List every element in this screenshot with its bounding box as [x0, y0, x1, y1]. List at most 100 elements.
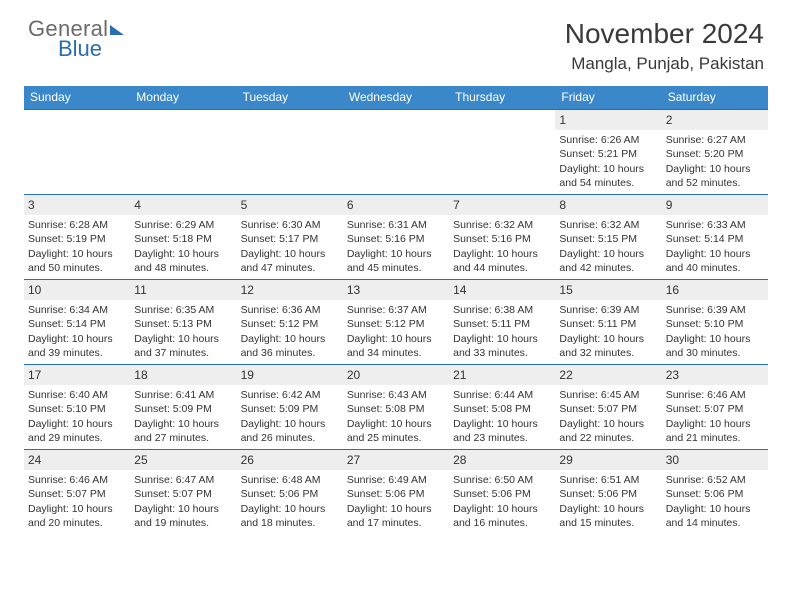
sunrise-label: Sunrise: 6:38 AM — [453, 303, 551, 317]
day-cell: 30 Sunrise: 6:52 AMSunset: 5:06 PMDayligh… — [662, 450, 768, 534]
day-number: 12 — [237, 280, 343, 300]
sunrise-label: Sunrise: 6:39 AM — [666, 303, 764, 317]
sunset-label: Sunset: 5:06 PM — [347, 487, 445, 501]
daylight-line1: Daylight: 10 hours — [559, 417, 657, 431]
week-row: 17Sunrise: 6:40 AMSunset: 5:10 PMDayligh… — [24, 364, 768, 449]
daylight-line2: and 16 minutes. — [453, 516, 551, 530]
day-number: 17 — [24, 365, 130, 385]
sunrise-label: Sunrise: 6:46 AM — [28, 473, 126, 487]
logo-triangle-icon — [110, 25, 124, 35]
daylight-line2: and 33 minutes. — [453, 346, 551, 360]
daylight-line1: Daylight: 10 hours — [453, 502, 551, 516]
day-cell: 24Sunrise: 6:46 AMSunset: 5:07 PMDayligh… — [24, 450, 130, 534]
month-title: November 2024 — [565, 18, 764, 50]
sunset-label: Sunset: 5:19 PM — [28, 232, 126, 246]
day-cell: 6Sunrise: 6:31 AMSunset: 5:16 PMDaylight… — [343, 195, 449, 279]
daylight-line1: Daylight: 10 hours — [666, 332, 764, 346]
daylight-line1: Daylight: 10 hours — [559, 247, 657, 261]
sunset-label: Sunset: 5:14 PM — [28, 317, 126, 331]
sunset-label: Sunset: 5:15 PM — [559, 232, 657, 246]
daylight-line2: and 50 minutes. — [28, 261, 126, 275]
day-cell — [237, 110, 343, 194]
day-cell: 23Sunrise: 6:46 AMSunset: 5:07 PMDayligh… — [662, 365, 768, 449]
day-number: 18 — [130, 365, 236, 385]
day-cell: 9Sunrise: 6:33 AMSunset: 5:14 PMDaylight… — [662, 195, 768, 279]
sunrise-label: Sunrise: 6:28 AM — [28, 218, 126, 232]
sunset-label: Sunset: 5:08 PM — [453, 402, 551, 416]
sunset-label: Sunset: 5:11 PM — [453, 317, 551, 331]
daylight-line2: and 52 minutes. — [666, 176, 764, 190]
dayhead-wed: Wednesday — [343, 86, 449, 109]
sunset-label: Sunset: 5:16 PM — [453, 232, 551, 246]
daylight-line1: Daylight: 10 hours — [241, 417, 339, 431]
sunset-label: Sunset: 5:10 PM — [28, 402, 126, 416]
daylight-line2: and 15 minutes. — [559, 516, 657, 530]
daylight-line1: Daylight: 10 hours — [453, 247, 551, 261]
daylight-line2: and 48 minutes. — [134, 261, 232, 275]
day-number: 11 — [130, 280, 236, 300]
day-number: 30 — [662, 450, 768, 470]
sunset-label: Sunset: 5:12 PM — [241, 317, 339, 331]
day-cell: 26Sunrise: 6:48 AMSunset: 5:06 PMDayligh… — [237, 450, 343, 534]
sunset-label: Sunset: 5:20 PM — [666, 147, 764, 161]
sunset-label: Sunset: 5:10 PM — [666, 317, 764, 331]
sunset-label: Sunset: 5:14 PM — [666, 232, 764, 246]
location-label: Mangla, Punjab, Pakistan — [565, 54, 764, 74]
day-number: 19 — [237, 365, 343, 385]
day-number: 4 — [130, 195, 236, 215]
daylight-line2: and 40 minutes. — [666, 261, 764, 275]
sunrise-label: Sunrise: 6:32 AM — [559, 218, 657, 232]
week-row: 1Sunrise: 6:26 AMSunset: 5:21 PMDaylight… — [24, 109, 768, 194]
daylight-line1: Daylight: 10 hours — [347, 502, 445, 516]
dayhead-sun: Sunday — [24, 86, 130, 109]
title-block: November 2024 Mangla, Punjab, Pakistan — [565, 18, 764, 74]
daylight-line2: and 22 minutes. — [559, 431, 657, 445]
daylight-line1: Daylight: 10 hours — [347, 417, 445, 431]
sunset-label: Sunset: 5:07 PM — [28, 487, 126, 501]
calendar: Sunday Monday Tuesday Wednesday Thursday… — [24, 86, 768, 534]
sunset-label: Sunset: 5:06 PM — [559, 487, 657, 501]
logo: General Blue — [28, 18, 124, 60]
daylight-line1: Daylight: 10 hours — [241, 502, 339, 516]
day-number: 3 — [24, 195, 130, 215]
daylight-line2: and 45 minutes. — [347, 261, 445, 275]
daylight-line2: and 17 minutes. — [347, 516, 445, 530]
daylight-line1: Daylight: 10 hours — [134, 247, 232, 261]
daylight-line1: Daylight: 10 hours — [666, 502, 764, 516]
daylight-line2: and 44 minutes. — [453, 261, 551, 275]
daylight-line2: and 18 minutes. — [241, 516, 339, 530]
daylight-line2: and 47 minutes. — [241, 261, 339, 275]
daylight-line1: Daylight: 10 hours — [666, 162, 764, 176]
daylight-line1: Daylight: 10 hours — [347, 247, 445, 261]
day-cell — [343, 110, 449, 194]
daylight-line1: Daylight: 10 hours — [28, 502, 126, 516]
day-cell: 15Sunrise: 6:39 AMSunset: 5:11 PMDayligh… — [555, 280, 661, 364]
sunrise-label: Sunrise: 6:41 AM — [134, 388, 232, 402]
day-number: 28 — [449, 450, 555, 470]
sunrise-label: Sunrise: 6:44 AM — [453, 388, 551, 402]
day-cell — [449, 110, 555, 194]
daylight-line1: Daylight: 10 hours — [559, 332, 657, 346]
daylight-line1: Daylight: 10 hours — [28, 417, 126, 431]
day-number: 20 — [343, 365, 449, 385]
daylight-line1: Daylight: 10 hours — [347, 332, 445, 346]
sunset-label: Sunset: 5:09 PM — [241, 402, 339, 416]
daylight-line2: and 29 minutes. — [28, 431, 126, 445]
dayhead-thu: Thursday — [449, 86, 555, 109]
day-cell: 14Sunrise: 6:38 AMSunset: 5:11 PMDayligh… — [449, 280, 555, 364]
sunset-label: Sunset: 5:07 PM — [666, 402, 764, 416]
sunset-label: Sunset: 5:06 PM — [666, 487, 764, 501]
day-number: 10 — [24, 280, 130, 300]
daylight-line2: and 27 minutes. — [134, 431, 232, 445]
sunset-label: Sunset: 5:06 PM — [241, 487, 339, 501]
dayhead-sat: Saturday — [662, 86, 768, 109]
dayhead-tue: Tuesday — [237, 86, 343, 109]
daylight-line2: and 30 minutes. — [666, 346, 764, 360]
sunset-label: Sunset: 5:17 PM — [241, 232, 339, 246]
day-number: 14 — [449, 280, 555, 300]
sunrise-label: Sunrise: 6:52 AM — [666, 473, 764, 487]
daylight-line2: and 21 minutes. — [666, 431, 764, 445]
daylight-line1: Daylight: 10 hours — [241, 247, 339, 261]
day-number: 5 — [237, 195, 343, 215]
sunrise-label: Sunrise: 6:34 AM — [28, 303, 126, 317]
